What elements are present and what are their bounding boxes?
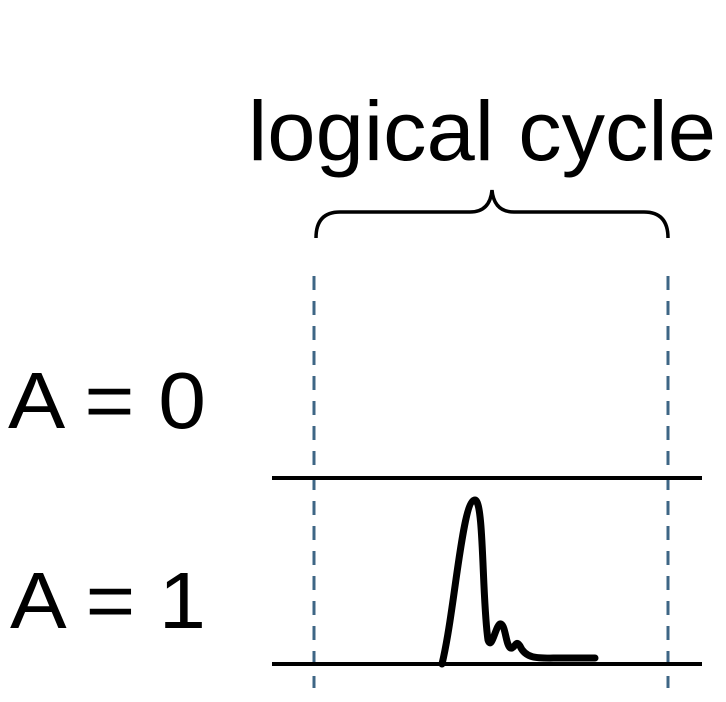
row-label: A = 1 (10, 556, 206, 645)
pulse (438, 496, 599, 668)
brace (314, 189, 670, 239)
title: logical cycle (248, 84, 716, 178)
row-label: A = 0 (8, 356, 206, 445)
